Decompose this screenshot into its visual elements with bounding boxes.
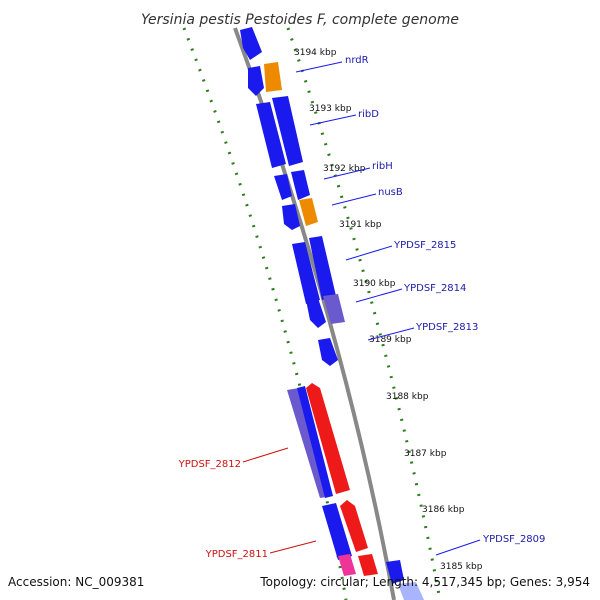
- gene-feature[interactable]: [340, 500, 368, 552]
- kbp-tick-label: 3194 kbp: [294, 48, 337, 58]
- gene-feature[interactable]: [248, 66, 264, 96]
- gene-feature[interactable]: [309, 236, 336, 300]
- kbp-tick-label: 3190 kbp: [353, 279, 396, 289]
- gene-feature[interactable]: [274, 174, 292, 200]
- gene-label[interactable]: YPDSF_2813: [415, 322, 478, 333]
- gene-feature[interactable]: [292, 242, 320, 304]
- gene-labels: nrdR ribD ribH nusB YPDSF_2815 YPDSF_281…: [178, 55, 546, 560]
- inner-tick-track: [286, 27, 442, 600]
- gene-feature[interactable]: [338, 554, 356, 576]
- kbp-tick-label: 3186 kbp: [422, 505, 465, 515]
- leader-line: [269, 540, 317, 554]
- gene-label[interactable]: nrdR: [345, 55, 369, 66]
- kbp-tick-label: 3189 kbp: [369, 335, 412, 345]
- gene-label[interactable]: nusB: [378, 187, 403, 198]
- gene-feature[interactable]: [282, 204, 300, 230]
- leader-line: [242, 447, 289, 463]
- accession-text: Accession: NC_009381: [8, 575, 144, 589]
- kbp-tick-label: 3193 kbp: [309, 104, 352, 114]
- kbp-tick-label: 3188 kbp: [386, 392, 429, 402]
- kbp-tick-label: 3185 kbp: [440, 562, 483, 572]
- gene-feature[interactable]: [256, 102, 286, 168]
- kbp-tick-label: 3192 kbp: [323, 164, 366, 174]
- gene-feature[interactable]: [297, 386, 333, 498]
- forward-genes: [240, 27, 424, 600]
- gene-label[interactable]: YPDSF_2811: [205, 549, 268, 560]
- kbp-tick-label: 3191 kbp: [339, 220, 382, 230]
- gene-feature[interactable]: [306, 383, 350, 494]
- kbp-tick-label: 3187 kbp: [404, 449, 447, 459]
- topology-text: Topology: circular; Length: 4,517,345 bp…: [259, 575, 590, 589]
- gene-feature[interactable]: [272, 96, 303, 166]
- leader-line: [355, 288, 403, 303]
- leader-line: [345, 245, 393, 261]
- gene-feature[interactable]: [299, 198, 318, 226]
- leader-line: [295, 61, 343, 73]
- leader-line: [309, 114, 357, 126]
- gene-feature[interactable]: [386, 560, 404, 584]
- gene-feature[interactable]: [323, 294, 345, 324]
- gene-label[interactable]: YPDSF_2815: [393, 240, 456, 251]
- gene-feature[interactable]: [322, 503, 352, 560]
- map-title: Yersinia pestis Pestoides F, complete ge…: [141, 12, 459, 28]
- kbp-ticks: 3194 kbp 3193 kbp 3192 kbp 3191 kbp 3190…: [294, 48, 483, 572]
- gene-label[interactable]: YPDSF_2809: [482, 534, 545, 545]
- label-leaders: [242, 61, 481, 556]
- gene-feature[interactable]: [398, 582, 424, 600]
- gene-label[interactable]: YPDSF_2812: [178, 459, 241, 470]
- gene-feature[interactable]: [240, 27, 262, 60]
- left-genes: [248, 66, 326, 328]
- gene-feature[interactable]: [291, 170, 310, 200]
- gene-feature[interactable]: [264, 62, 282, 92]
- leader-line: [435, 539, 481, 556]
- gene-label[interactable]: ribD: [358, 109, 379, 120]
- leader-line: [331, 193, 377, 206]
- gene-feature[interactable]: [358, 554, 378, 576]
- reverse-genes: [287, 383, 378, 576]
- gene-label[interactable]: ribH: [372, 161, 393, 172]
- gene-feature[interactable]: [306, 298, 326, 328]
- leader-line: [367, 327, 415, 341]
- gene-label[interactable]: YPDSF_2814: [403, 283, 466, 294]
- leader-line: [323, 167, 371, 180]
- gene-feature[interactable]: [318, 338, 338, 366]
